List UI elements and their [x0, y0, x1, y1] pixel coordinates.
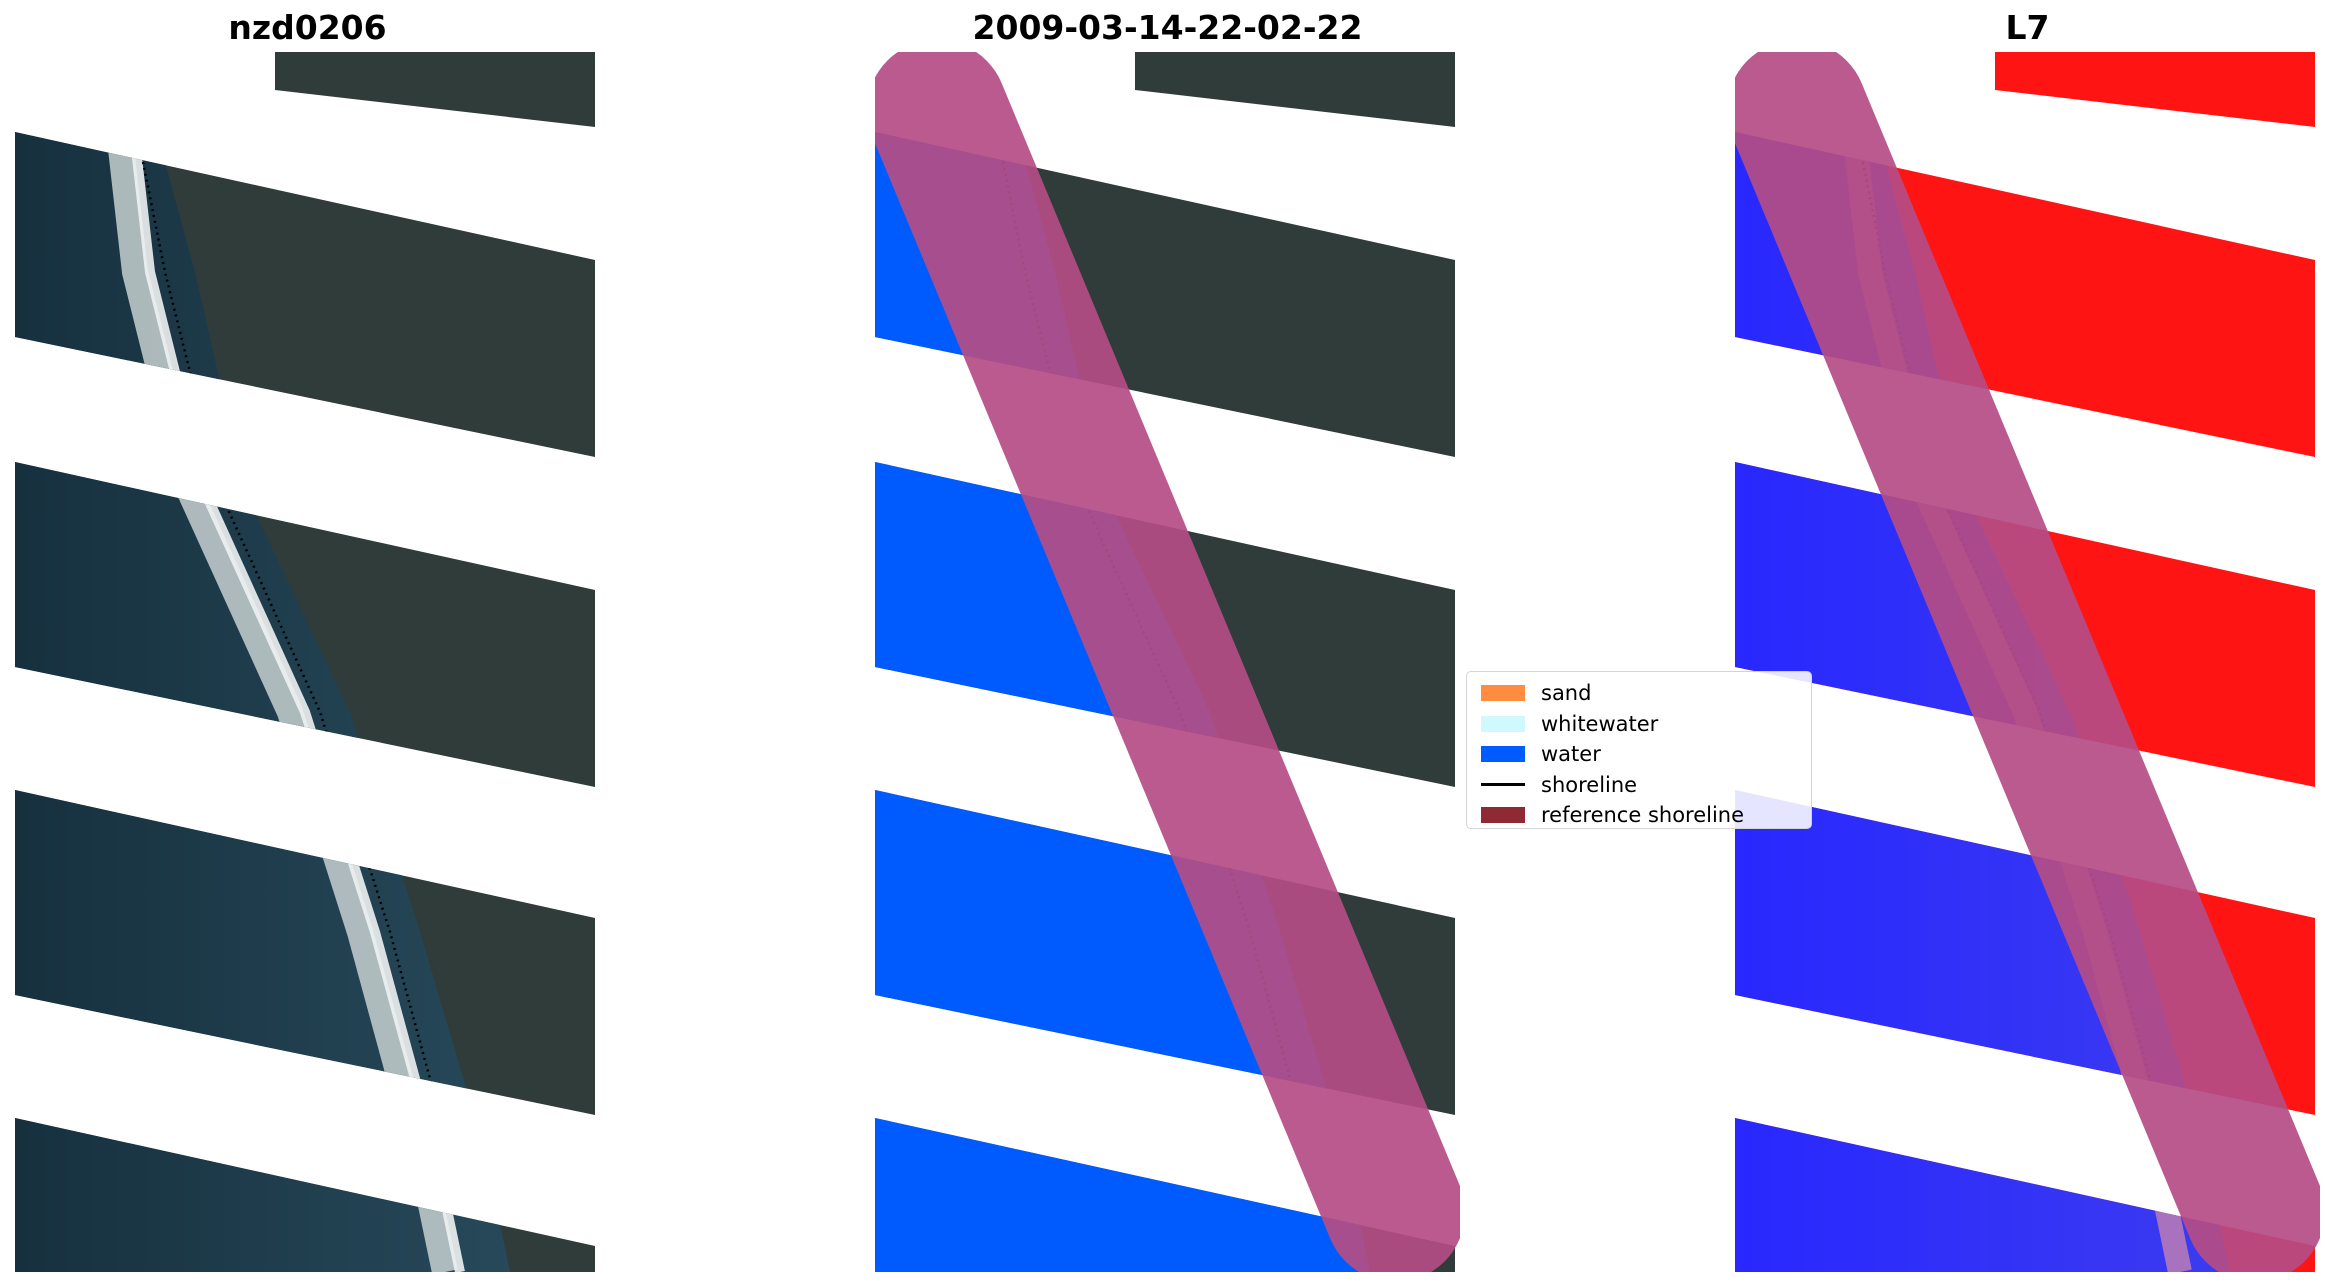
rgb-image	[15, 52, 595, 1272]
legend: sand whitewater water shoreline referenc…	[1466, 671, 1812, 829]
legend-label-whitewater: whitewater	[1541, 711, 1659, 736]
whitewater-swatch	[1481, 715, 1525, 732]
legend-item-shoreline: shoreline	[1475, 770, 1803, 801]
panel-title-index: L7	[2005, 8, 2050, 47]
legend-label-water: water	[1541, 742, 1601, 767]
legend-label-sand: sand	[1541, 681, 1592, 706]
legend-item-reference-shoreline: reference shoreline	[1475, 800, 1803, 831]
reference-shoreline-swatch	[1481, 807, 1525, 824]
classification-panel	[875, 52, 1460, 1272]
water-swatch	[1481, 746, 1525, 763]
classification-image	[875, 52, 1460, 1272]
index-image	[1735, 52, 2320, 1272]
rgb-image-panel	[15, 52, 595, 1272]
legend-item-water: water	[1475, 739, 1803, 770]
legend-label-reference-shoreline: reference shoreline	[1541, 803, 1745, 828]
legend-label-shoreline: shoreline	[1541, 772, 1638, 797]
sand-swatch	[1481, 685, 1525, 702]
shoreline-line-swatch	[1481, 783, 1525, 787]
panel-title-rgb: nzd0206	[228, 8, 387, 47]
index-panel	[1735, 52, 2320, 1272]
panel-title-classification: 2009-03-14-22-02-22	[972, 8, 1363, 47]
legend-item-whitewater: whitewater	[1475, 709, 1803, 740]
legend-item-sand: sand	[1475, 678, 1803, 709]
